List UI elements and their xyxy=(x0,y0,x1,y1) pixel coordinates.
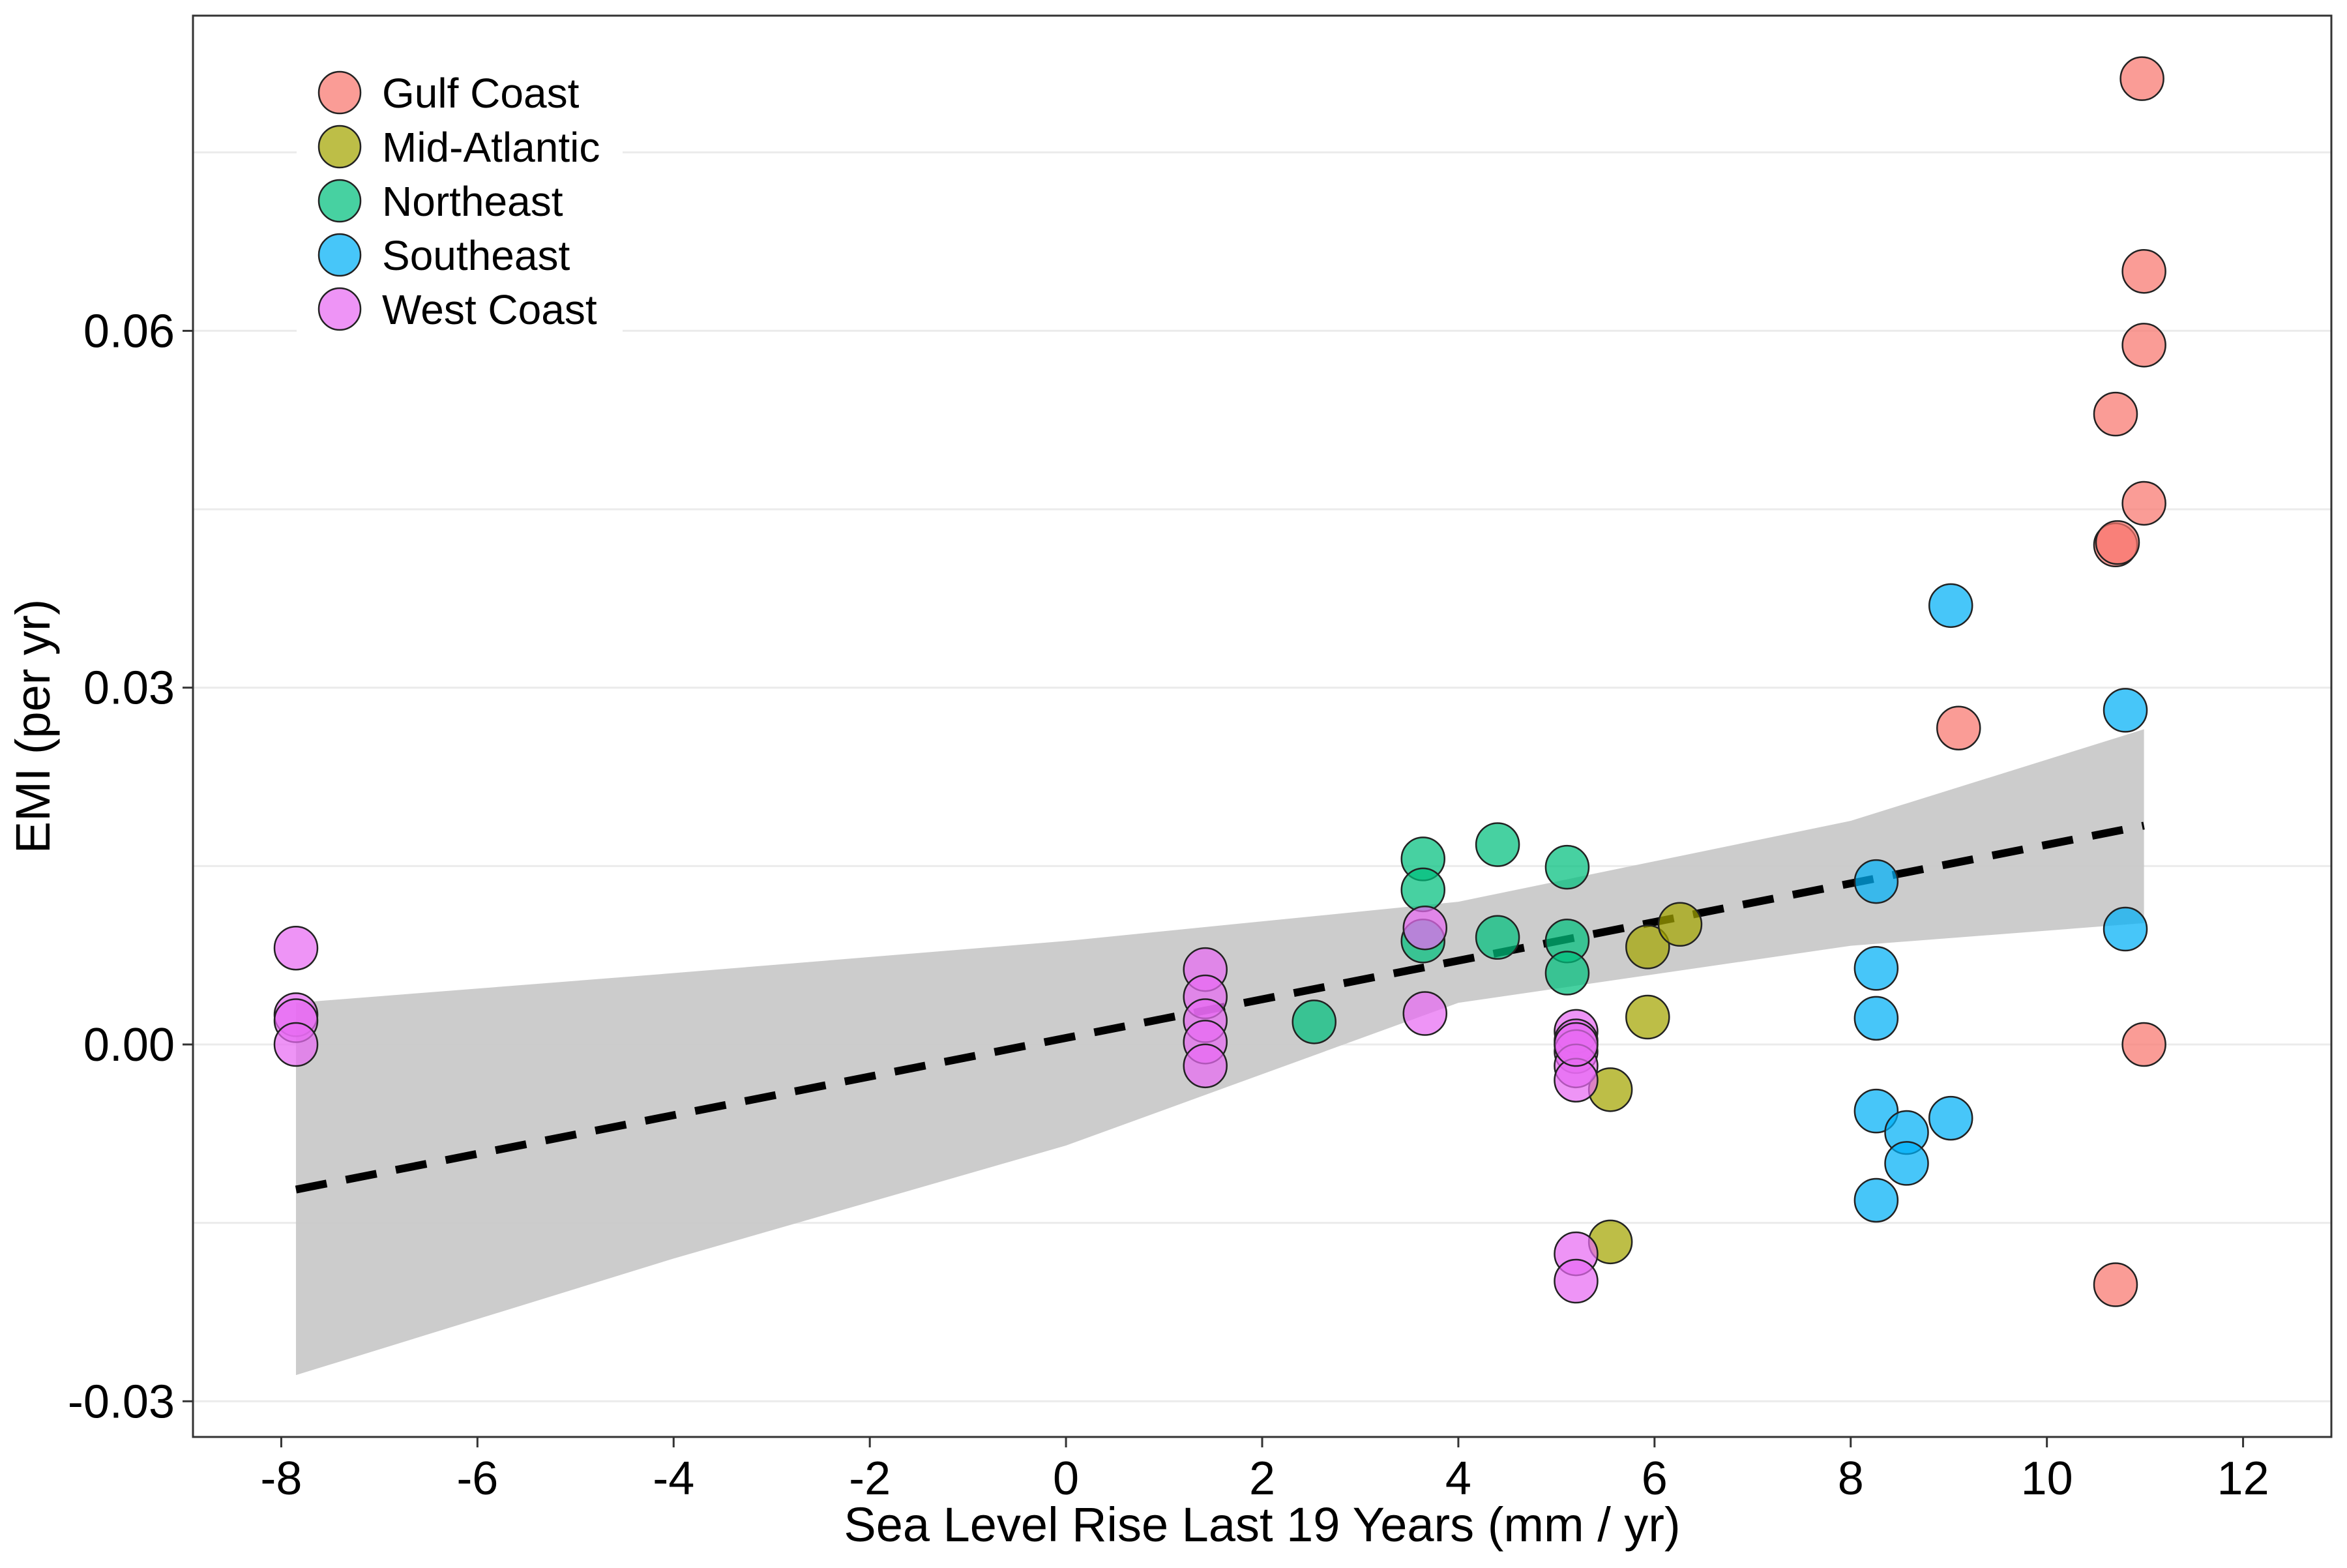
point-mid-atlantic xyxy=(1625,925,1670,969)
legend-label-northeast: Northeast xyxy=(382,178,563,225)
point-northeast xyxy=(1475,915,1520,960)
point-gulf-coast xyxy=(2093,391,2138,437)
point-gulf-coast xyxy=(2121,481,2166,526)
point-west-coast xyxy=(1554,1022,1599,1067)
x-tick-label: 6 xyxy=(1642,1453,1668,1505)
point-southeast xyxy=(2103,688,2148,733)
y-axis-title: EMI (per yr) xyxy=(6,599,60,854)
legend-label-gulf-coast: Gulf Coast xyxy=(382,70,580,117)
point-southeast xyxy=(1853,859,1899,904)
point-gulf-coast xyxy=(2121,248,2166,294)
legend-label-southeast: Southeast xyxy=(382,232,570,279)
point-gulf-coast xyxy=(2119,56,2164,101)
x-tick-label: 8 xyxy=(1838,1453,1864,1505)
legend-key-west-coast xyxy=(317,287,362,331)
point-west-coast xyxy=(1402,905,1448,951)
point-mid-atlantic xyxy=(1657,902,1703,947)
x-tick-label: 12 xyxy=(2217,1453,2269,1505)
point-west-coast xyxy=(1183,1043,1228,1089)
x-tick-label: -4 xyxy=(653,1453,694,1505)
y-tick-label: 0.00 xyxy=(83,1019,175,1071)
point-southeast xyxy=(1928,1095,1973,1141)
point-northeast xyxy=(1544,951,1590,996)
point-gulf-coast xyxy=(2095,520,2140,565)
point-southeast xyxy=(1853,1177,1899,1223)
point-southeast xyxy=(2103,906,2148,952)
legend: Gulf Coast Mid-Atlantic Northeast Southeast… xyxy=(297,57,623,339)
y-tick-label: -0.03 xyxy=(68,1376,175,1428)
point-west-coast xyxy=(273,925,319,971)
x-tick-label: -6 xyxy=(456,1453,498,1505)
x-tick-label: -8 xyxy=(260,1453,302,1505)
point-southeast xyxy=(1884,1141,1929,1186)
point-southeast xyxy=(1853,996,1899,1041)
x-tick-label: 10 xyxy=(2021,1453,2073,1505)
legend-label-mid-atlantic: Mid-Atlantic xyxy=(382,124,600,171)
axes: -8 -6 -4 -2 0 2 4 6 8 10 12 -0.03 0.00 0.03 0.06 xyxy=(68,305,2269,1505)
point-southeast xyxy=(1928,583,1973,629)
y-tick-label: 0.06 xyxy=(83,305,175,357)
point-mid-atlantic xyxy=(1625,994,1670,1040)
data-points xyxy=(273,56,2166,1307)
x-axis-title: Sea Level Rise Last 19 Years (mm / yr) xyxy=(844,1498,1680,1552)
x-tick-label: 0 xyxy=(1053,1453,1079,1505)
point-northeast xyxy=(1475,822,1520,867)
point-northeast xyxy=(1544,844,1590,890)
point-gulf-coast xyxy=(2093,1262,2138,1307)
point-gulf-coast xyxy=(2121,1022,2166,1067)
legend-label-west-coast: West Coast xyxy=(382,286,597,333)
x-tick-label: -2 xyxy=(849,1453,891,1505)
legend-key-northeast xyxy=(317,179,362,223)
legend-key-southeast xyxy=(317,233,362,277)
point-northeast xyxy=(1400,867,1446,913)
legend-key-gulf-coast xyxy=(317,70,362,115)
legend-key-mid-atlantic xyxy=(317,125,362,169)
point-west-coast xyxy=(1402,991,1448,1036)
point-west-coast xyxy=(273,1022,319,1067)
point-northeast xyxy=(1292,999,1336,1044)
y-tick-label: 0.03 xyxy=(83,662,175,715)
point-southeast xyxy=(1853,945,1899,991)
point-gulf-coast xyxy=(1936,705,1981,750)
point-southeast xyxy=(1853,1088,1899,1134)
point-gulf-coast xyxy=(2121,323,2166,368)
point-west-coast xyxy=(1554,1258,1599,1304)
x-tick-label: 2 xyxy=(1249,1453,1275,1505)
x-tick-label: 4 xyxy=(1445,1453,1471,1505)
